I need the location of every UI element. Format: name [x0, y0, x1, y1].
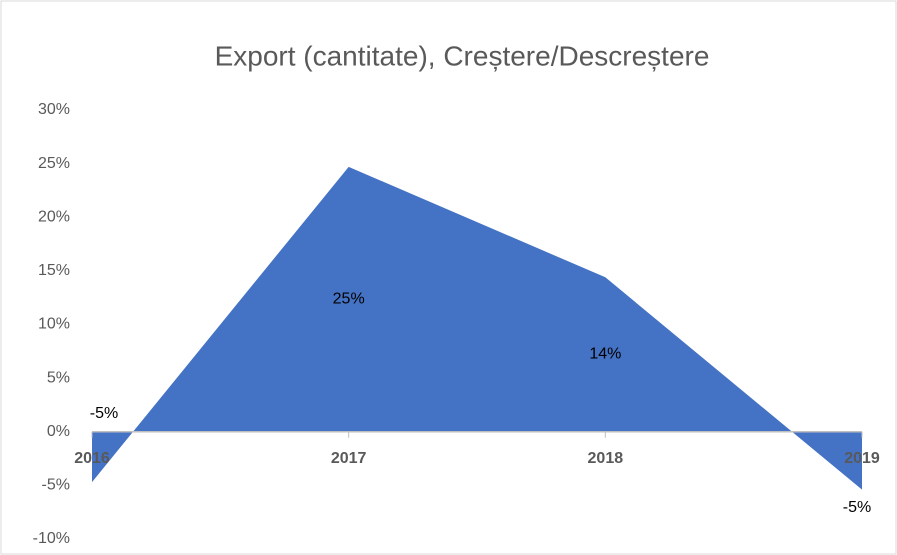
y-tick-label: 25%: [38, 155, 70, 172]
data-label: 14%: [589, 346, 621, 363]
x-tick-label: 2018: [588, 450, 624, 467]
chart-title: Export (cantitate), Creștere/Descreștere: [215, 40, 710, 71]
y-tick-label: 15%: [38, 262, 70, 279]
data-label: -5%: [90, 405, 118, 422]
y-tick-label: 20%: [38, 208, 70, 225]
y-tick-label: 0%: [47, 423, 70, 440]
x-tick-label: 2019: [844, 450, 880, 467]
data-label: -5%: [843, 499, 871, 516]
data-label: 25%: [333, 291, 365, 308]
x-tick-label: 2016: [74, 450, 110, 467]
y-tick-label: 30%: [38, 101, 70, 118]
y-tick-label: 10%: [38, 316, 70, 333]
y-tick-label: -10%: [33, 530, 70, 547]
y-tick-label: 5%: [47, 369, 70, 386]
area: [92, 166, 862, 490]
y-tick-label: -5%: [42, 477, 70, 494]
x-tick-label: 2017: [331, 450, 367, 467]
